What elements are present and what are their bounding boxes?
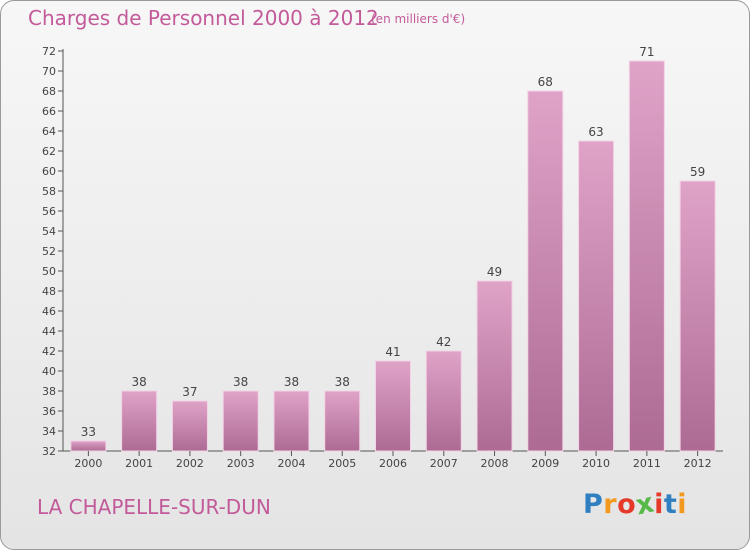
bar	[121, 390, 158, 452]
bar-value-label: 63	[588, 125, 603, 139]
bar-value-label: 38	[335, 375, 350, 389]
logo-letter: r	[603, 489, 618, 520]
chart-title: Charges de Personnel 2000 à 2012	[28, 6, 379, 30]
logo-letter: i	[654, 489, 664, 520]
x-tick-label: 2002	[176, 457, 204, 470]
bar	[679, 180, 716, 452]
y-tick-label: 60	[42, 165, 56, 178]
bar-value-label: 33	[81, 425, 96, 439]
y-tick-label: 70	[42, 65, 56, 78]
bar	[171, 400, 208, 452]
y-tick-label: 32	[42, 445, 56, 458]
y-tick-label: 56	[42, 205, 56, 218]
y-tick-label: 64	[42, 125, 56, 138]
y-tick-label: 48	[42, 285, 56, 298]
logo-letter: P	[583, 489, 604, 520]
y-tick-label: 44	[42, 325, 56, 338]
x-tick-label: 2004	[277, 457, 305, 470]
proxiti-logo: Proxiti	[583, 487, 688, 521]
bar	[273, 390, 310, 452]
bar-value-label: 59	[690, 165, 705, 179]
x-tick-label: 2006	[379, 457, 407, 470]
logo-letter: o	[617, 489, 637, 520]
y-tick-label: 34	[42, 425, 56, 438]
x-tick-label: 2010	[582, 457, 610, 470]
bar-value-label: 49	[487, 265, 502, 279]
bar	[324, 390, 361, 452]
bar	[476, 280, 513, 452]
y-tick-label: 72	[42, 45, 56, 58]
x-tick-label: 2005	[328, 457, 356, 470]
y-tick-label: 54	[42, 225, 56, 238]
y-tick-label: 52	[42, 245, 56, 258]
logo-letter: t	[663, 489, 678, 520]
x-tick-label: 2003	[227, 457, 255, 470]
y-tick-label: 62	[42, 145, 56, 158]
bar-value-label: 38	[132, 375, 147, 389]
x-tick-label: 2011	[633, 457, 661, 470]
logo-letter: i	[677, 489, 688, 520]
x-tick-label: 2009	[531, 457, 559, 470]
bar-value-label: 37	[182, 385, 197, 399]
y-tick-label: 38	[42, 385, 56, 398]
x-tick-label: 2000	[74, 457, 102, 470]
bar	[425, 350, 462, 452]
bar	[527, 90, 564, 452]
bar	[628, 60, 665, 452]
x-tick-label: 2001	[125, 457, 153, 470]
bar-value-label: 41	[385, 345, 400, 359]
commune-name: LA CHAPELLE-SUR-DUN	[37, 495, 271, 519]
bar	[578, 140, 615, 452]
bar-value-label: 38	[284, 375, 299, 389]
y-tick-label: 42	[42, 345, 56, 358]
bar	[375, 360, 411, 452]
bar-value-label: 38	[233, 375, 248, 389]
y-tick-label: 36	[42, 405, 56, 418]
y-tick-label: 58	[42, 185, 56, 198]
x-tick-label: 2012	[684, 457, 712, 470]
chart-subtitle: (en milliers d'€)	[371, 12, 466, 26]
y-tick-label: 50	[42, 265, 56, 278]
y-tick-label: 46	[42, 305, 56, 318]
y-tick-label: 66	[42, 105, 56, 118]
y-tick-label: 40	[42, 365, 56, 378]
bar	[70, 440, 107, 452]
x-tick-label: 2007	[430, 457, 458, 470]
bar-value-label: 71	[639, 45, 654, 59]
bar-value-label: 68	[538, 75, 553, 89]
bar	[222, 390, 259, 452]
y-tick-label: 68	[42, 85, 56, 98]
x-tick-label: 2008	[481, 457, 509, 470]
bar-value-label: 42	[436, 335, 451, 349]
